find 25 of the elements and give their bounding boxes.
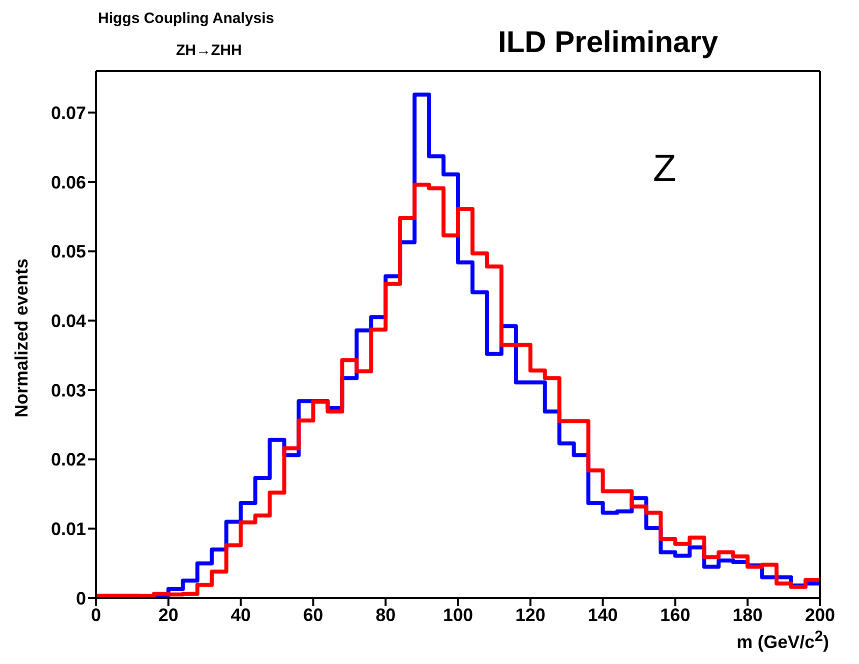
y-tick-label: 0.02 xyxy=(50,450,86,470)
y-axis-title: Normalized events xyxy=(12,258,32,418)
x-tick-label: 40 xyxy=(230,604,251,625)
x-tick-label: 60 xyxy=(303,604,324,625)
annotation: Z xyxy=(653,148,676,191)
y-tick-label: 0.01 xyxy=(50,519,86,540)
text: Higgs Coupling Analysis xyxy=(98,10,274,27)
y-tick-label: 0.03 xyxy=(50,380,86,400)
x-tick-label: 200 xyxy=(804,604,836,625)
x-tick-label: 180 xyxy=(732,604,763,625)
y-tick-label: 0.07 xyxy=(50,102,86,123)
x-tick-label: 160 xyxy=(660,604,690,625)
x-tick-label: 140 xyxy=(588,604,618,625)
y-tick-label: 0.05 xyxy=(50,242,86,262)
x-tick-label: 0 xyxy=(90,604,102,625)
x-tick-label: 120 xyxy=(515,604,546,625)
y-tick-label: 0.06 xyxy=(50,172,86,192)
x-axis-title: m (GeV/c$^{2}$) xyxy=(736,628,829,653)
chart-title: ILD Preliminary xyxy=(498,26,718,60)
y-tick-label: 0.04 xyxy=(50,311,86,332)
x-tick-label: 20 xyxy=(158,604,178,625)
x-tick-label: 80 xyxy=(376,604,396,625)
text: ZH→ZHH xyxy=(176,42,242,59)
y-tick-label: 0 xyxy=(76,588,86,608)
x-tick-label: 100 xyxy=(442,604,474,625)
